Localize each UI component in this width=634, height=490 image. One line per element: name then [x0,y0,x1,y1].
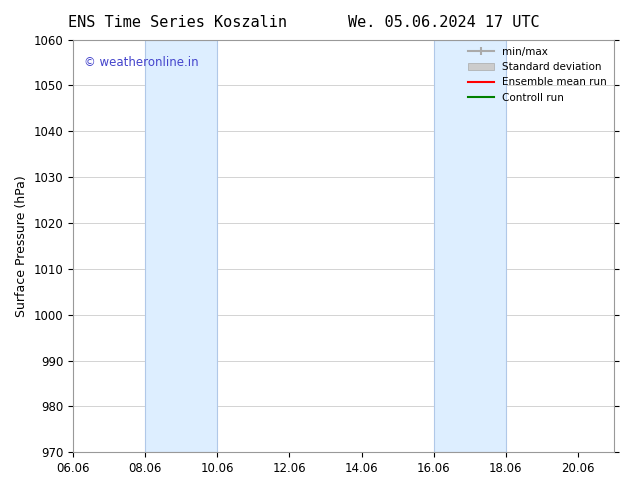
Y-axis label: Surface Pressure (hPa): Surface Pressure (hPa) [15,175,28,317]
Text: We. 05.06.2024 17 UTC: We. 05.06.2024 17 UTC [348,15,540,30]
Text: © weatheronline.in: © weatheronline.in [84,56,198,69]
Bar [145,40,217,452]
Text: ENS Time Series Koszalin: ENS Time Series Koszalin [68,15,287,30]
Bar [434,40,506,452]
Legend: min/max, Standard deviation, Ensemble mean run, Controll run: min/max, Standard deviation, Ensemble me… [463,43,611,107]
